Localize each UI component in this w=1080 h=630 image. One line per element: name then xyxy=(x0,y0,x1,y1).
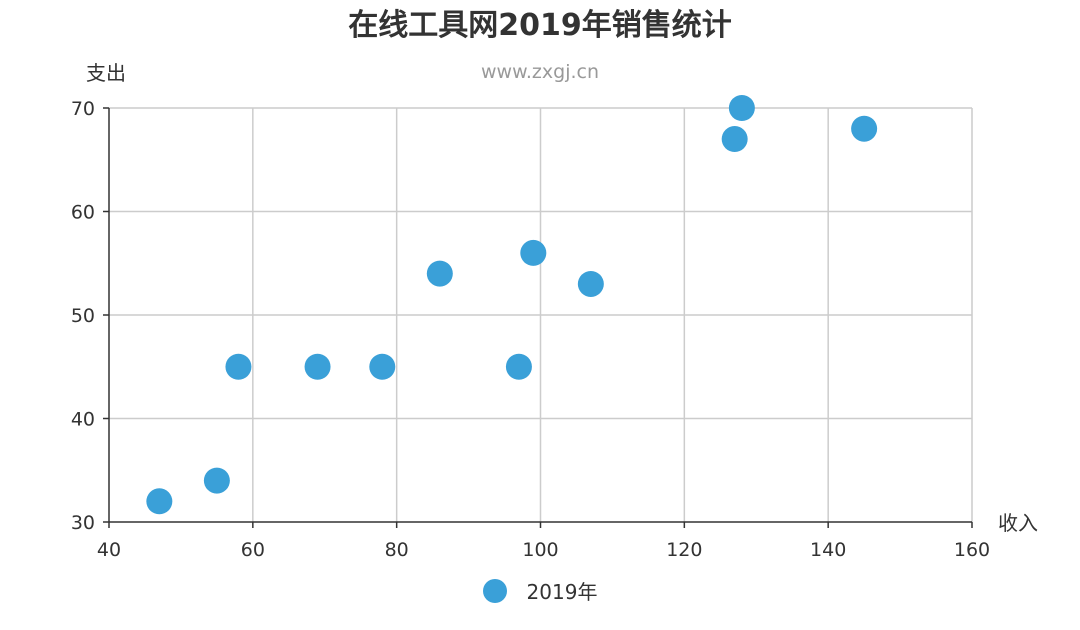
y-tick-label: 60 xyxy=(71,202,95,224)
scatter-point[interactable] xyxy=(426,260,453,287)
y-tick-label: 70 xyxy=(71,98,95,120)
scatter-point[interactable] xyxy=(225,353,252,380)
scatter-point[interactable] xyxy=(146,488,173,515)
scatter-point[interactable] xyxy=(851,115,878,142)
data-points xyxy=(146,95,878,515)
scatter-point[interactable] xyxy=(577,270,604,297)
x-tick-label: 100 xyxy=(522,539,558,561)
chart-title: 在线工具网2019年销售统计 xyxy=(348,8,732,43)
legend-circle-icon xyxy=(482,578,507,603)
x-tick-label: 60 xyxy=(241,539,265,561)
scatter-point[interactable] xyxy=(505,353,532,380)
scatter-point[interactable] xyxy=(520,239,547,266)
y-tick-label: 50 xyxy=(71,305,95,327)
y-tick-label: 30 xyxy=(71,512,95,534)
scatter-point[interactable] xyxy=(304,353,331,380)
x-tick-label: 140 xyxy=(810,539,846,561)
grid-lines xyxy=(109,107,973,522)
axes xyxy=(103,107,973,528)
x-axis-label: 收入 xyxy=(998,511,1038,535)
x-tick-label: 80 xyxy=(385,539,409,561)
scatter-point[interactable] xyxy=(203,467,230,494)
y-tick-label: 40 xyxy=(71,409,95,431)
legend-label: 2019年 xyxy=(526,580,598,604)
y-axis-label: 支出 xyxy=(86,61,126,85)
chart-subtitle[interactable]: www.zxgj.cn xyxy=(481,61,599,83)
x-tick-label: 120 xyxy=(666,539,702,561)
x-tick-label: 40 xyxy=(97,539,121,561)
scatter-point[interactable] xyxy=(721,126,748,153)
scatter-point[interactable] xyxy=(728,95,755,121)
scatter-point[interactable] xyxy=(369,353,396,380)
legend-item-series[interactable]: 2019年 xyxy=(482,576,598,605)
x-tick-label: 160 xyxy=(954,539,990,561)
legend: 2019年 xyxy=(0,576,1080,605)
